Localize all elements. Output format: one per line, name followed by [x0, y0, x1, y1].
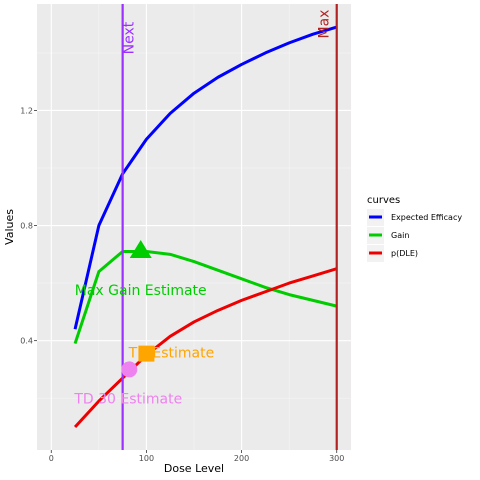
- marker-td-30-estimate: [121, 361, 138, 378]
- marker-label-td-30-estimate: TD 30 Estimate: [73, 391, 182, 407]
- x-axis-ticks: 0 100 200 300: [49, 450, 344, 463]
- y-tick-label: 0.4: [20, 337, 33, 346]
- legend-label-expected-efficacy: Expected Efficacy: [391, 213, 462, 222]
- series-line-gain: [73, 249, 338, 345]
- x-tick-label: 300: [329, 454, 344, 463]
- series-layer: [73, 25, 338, 428]
- vline-layer: Next Max: [121, 4, 338, 450]
- x-axis-title: Dose Level: [164, 462, 224, 475]
- marker-td-estimate: [138, 345, 155, 362]
- y-tick-label: 0.8: [20, 222, 33, 231]
- legend-label-p-dle-: p(DLE): [391, 249, 418, 258]
- grid-minor: [37, 4, 351, 450]
- legend-items: Expected Efficacy Gain p(DLE): [367, 209, 462, 262]
- legend: curves Expected Efficacy Gain p(DLE): [367, 195, 462, 262]
- marker-max-gain-estimate: [129, 240, 152, 259]
- marker-label-td-estimate: TD Estimate: [128, 346, 215, 362]
- x-tick-label: 100: [139, 454, 154, 463]
- x-tick-label: 0: [49, 454, 54, 463]
- vline-label-max: Max: [317, 10, 333, 39]
- vline-label-next: Next: [122, 21, 138, 54]
- series-line-expected-efficacy: [73, 25, 338, 330]
- y-axis-ticks: 0.4 0.8 1.2: [20, 106, 37, 346]
- x-tick-label: 200: [234, 454, 249, 463]
- marker-layer: Max Gain Estimate TD Estimate TD 30 Estima…: [73, 240, 214, 407]
- legend-title: curves: [367, 195, 400, 206]
- marker-label-max-gain-estimate: Max Gain Estimate: [75, 283, 207, 299]
- y-axis-title: Values: [3, 209, 16, 245]
- y-tick-label: 1.2: [20, 106, 33, 115]
- series-line-p-dle-: [73, 267, 338, 428]
- legend-label-gain: Gain: [391, 231, 409, 240]
